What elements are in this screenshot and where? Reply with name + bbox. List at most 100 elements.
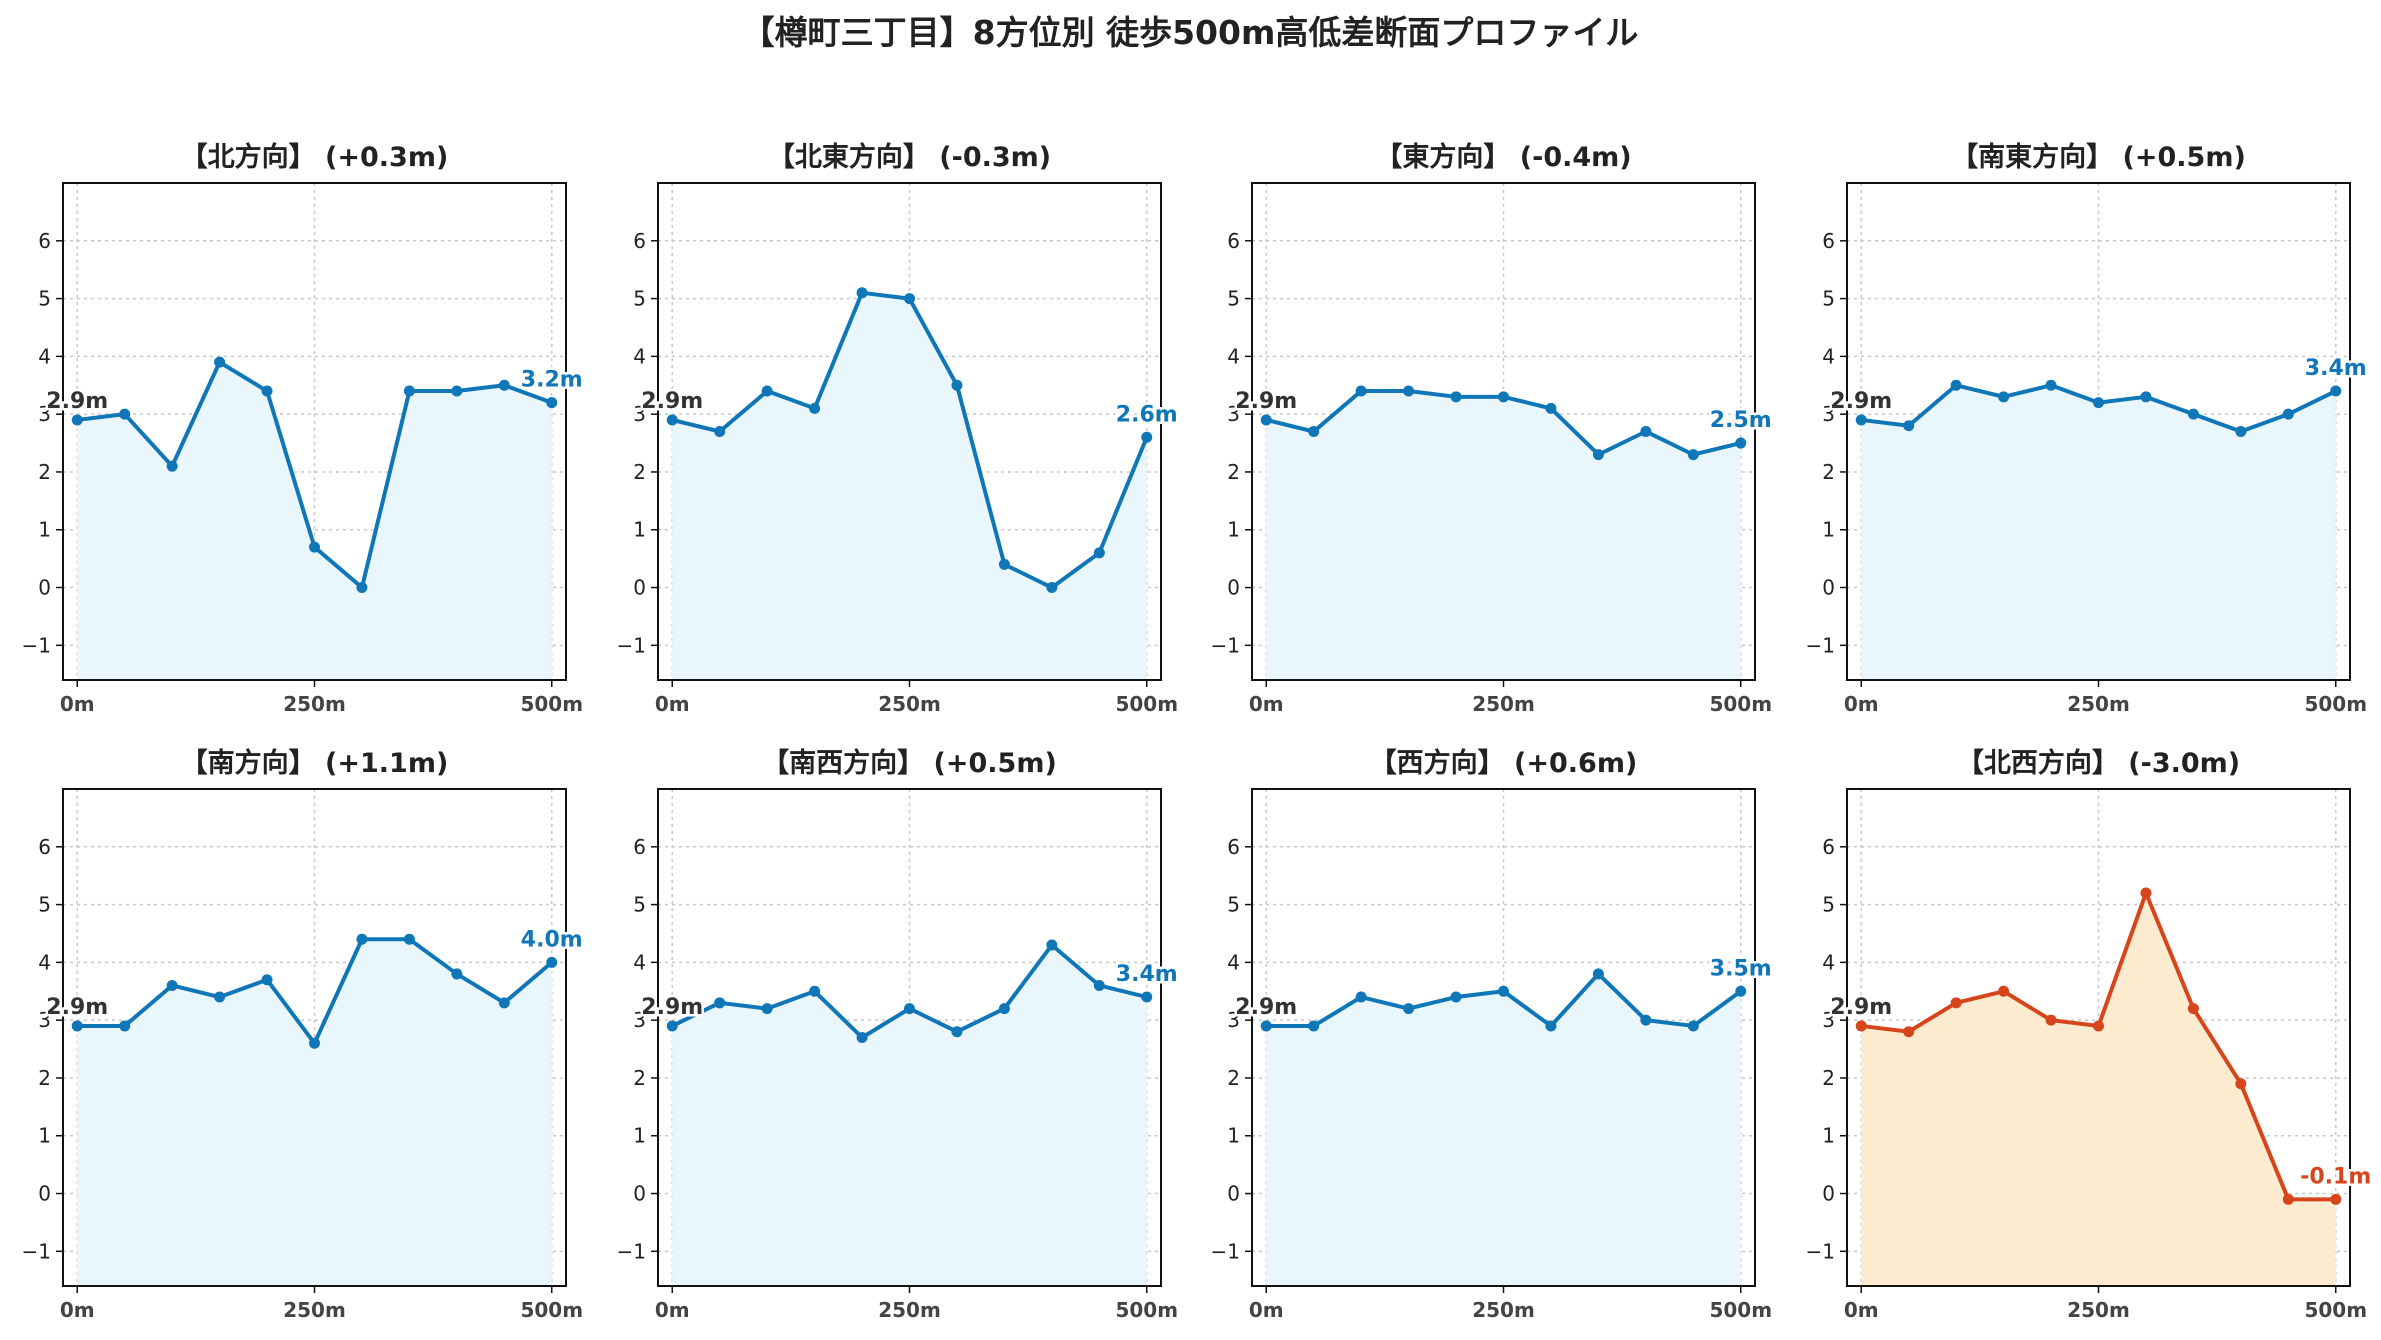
- elevation-point: [119, 408, 131, 420]
- elevation-point: [546, 397, 558, 409]
- elevation-point: [666, 414, 678, 426]
- panel-title: 【南西方向】 (+0.5m): [762, 747, 1057, 779]
- y-tick-label: 6: [38, 229, 51, 253]
- elevation-point: [1308, 1020, 1320, 1032]
- panel-title: 【北方向】 (+0.3m): [181, 141, 449, 173]
- x-tick-label: 250m: [2067, 692, 2130, 716]
- y-tick-label: 1: [633, 518, 646, 542]
- elevation-point: [1355, 991, 1367, 1003]
- x-tick-label: 250m: [1472, 692, 1535, 716]
- y-tick-label: 6: [1227, 229, 1240, 253]
- elevation-point: [1735, 985, 1747, 997]
- elevation-area: [1861, 385, 2336, 680]
- y-tick-label: 4: [38, 950, 51, 974]
- x-tick-label: 500m: [520, 1298, 583, 1322]
- elevation-point: [1141, 431, 1153, 443]
- elevation-point: [1355, 385, 1367, 397]
- elevation-area: [1861, 893, 2336, 1286]
- y-tick-label: 5: [1822, 893, 1835, 917]
- y-tick-label: 3: [38, 402, 51, 426]
- y-tick-label: 3: [633, 402, 646, 426]
- y-tick-label: 4: [1227, 344, 1240, 368]
- elevation-point: [2045, 1014, 2057, 1026]
- y-tick-label: 6: [1822, 835, 1835, 859]
- elevation-point: [309, 541, 320, 553]
- elevation-point: [2093, 397, 2104, 409]
- y-tick-label: 6: [633, 835, 646, 859]
- y-tick-label: 0: [38, 576, 51, 600]
- elevation-point: [2282, 1193, 2294, 1205]
- elevation-point: [1093, 979, 1105, 991]
- start-elevation-label: 2.9m: [1235, 389, 1297, 414]
- y-tick-label: 1: [1227, 518, 1240, 542]
- elevation-point: [1687, 1020, 1699, 1032]
- y-tick-label: 4: [633, 950, 646, 974]
- elevation-point: [761, 1003, 773, 1015]
- y-tick-label: 5: [1822, 287, 1835, 311]
- y-tick-label: 5: [1227, 287, 1240, 311]
- elevation-point: [1046, 939, 1058, 951]
- y-tick-label: 0: [38, 1182, 51, 1206]
- y-tick-label: 5: [1227, 893, 1240, 917]
- elevation-point: [2140, 391, 2152, 403]
- y-tick-label: 1: [38, 518, 51, 542]
- x-tick-label: 0m: [1844, 692, 1879, 716]
- y-tick-label: 3: [1227, 402, 1240, 426]
- y-tick-label: 1: [633, 1124, 646, 1148]
- elevation-point: [1687, 449, 1699, 461]
- start-elevation-label: 2.9m: [1235, 995, 1297, 1020]
- x-tick-label: 500m: [2304, 692, 2367, 716]
- y-tick-label: 6: [1822, 229, 1835, 253]
- elevation-point: [998, 558, 1010, 570]
- y-tick-label: −1: [1211, 1239, 1240, 1263]
- x-tick-label: 250m: [878, 1298, 941, 1322]
- profile-panel-7: 【北西方向】 (-3.0m) −1 0 1 2 3 4 5 6 0m 250m 500m 2.9m -0.…: [1806, 747, 2374, 1322]
- x-tick-label: 0m: [60, 1298, 95, 1322]
- y-tick-label: 1: [1227, 1124, 1240, 1148]
- y-tick-label: −1: [1806, 633, 1835, 657]
- start-elevation-label: 2.9m: [46, 389, 108, 414]
- profile-panel-4: 【南方向】 (+1.1m) −1 0 1 2 3 4 5 6 0m 250m 500m 2.9m 4.0m: [22, 747, 586, 1322]
- elevation-point: [546, 956, 558, 968]
- x-tick-label: 250m: [283, 1298, 346, 1322]
- y-tick-label: 1: [1822, 1124, 1835, 1148]
- elevation-point: [1903, 420, 1915, 432]
- panel-title: 【北西方向】 (-3.0m): [1957, 747, 2240, 779]
- elevation-point: [166, 979, 178, 991]
- x-tick-label: 250m: [283, 692, 346, 716]
- elevation-area: [1266, 391, 1741, 680]
- elevation-point: [1640, 1014, 1652, 1026]
- elevation-point: [1735, 437, 1747, 449]
- x-tick-label: 250m: [878, 692, 941, 716]
- y-tick-label: 2: [633, 1066, 646, 1090]
- end-elevation-label: -0.1m: [2300, 1164, 2371, 1189]
- elevation-point: [1498, 391, 1509, 403]
- elevation-point: [998, 1003, 1010, 1015]
- elevation-point: [1950, 997, 1962, 1009]
- elevation-point: [356, 933, 368, 945]
- elevation-point: [403, 933, 415, 945]
- y-tick-label: 2: [1227, 460, 1240, 484]
- elevation-point: [904, 1003, 915, 1015]
- elevation-point: [356, 582, 368, 594]
- y-tick-label: 3: [633, 1008, 646, 1032]
- profile-panel-5: 【南西方向】 (+0.5m) −1 0 1 2 3 4 5 6 0m 250m 500m 2.9m 3.4…: [617, 747, 1181, 1322]
- elevation-point: [1950, 379, 1962, 391]
- end-elevation-label: 2.5m: [1710, 408, 1772, 433]
- elevation-point: [1308, 426, 1320, 437]
- elevation-point: [1903, 1026, 1915, 1038]
- x-tick-label: 250m: [1472, 1298, 1535, 1322]
- profile-panel-0: 【北方向】 (+0.3m) −1 0 1 2 3 4 5 6 0m 250m 500m 2.9m 3.2m: [22, 141, 586, 716]
- y-tick-label: 6: [1227, 835, 1240, 859]
- elevation-point: [451, 968, 463, 980]
- panel-title: 【東方向】 (-0.4m): [1375, 141, 1631, 173]
- end-elevation-label: 3.5m: [1710, 956, 1772, 981]
- start-elevation-label: 2.9m: [1830, 389, 1892, 414]
- elevation-point: [2187, 408, 2199, 420]
- y-tick-label: 5: [633, 287, 646, 311]
- elevation-point: [2093, 1020, 2104, 1032]
- y-tick-label: 4: [1822, 950, 1835, 974]
- elevation-point: [1855, 1020, 1867, 1032]
